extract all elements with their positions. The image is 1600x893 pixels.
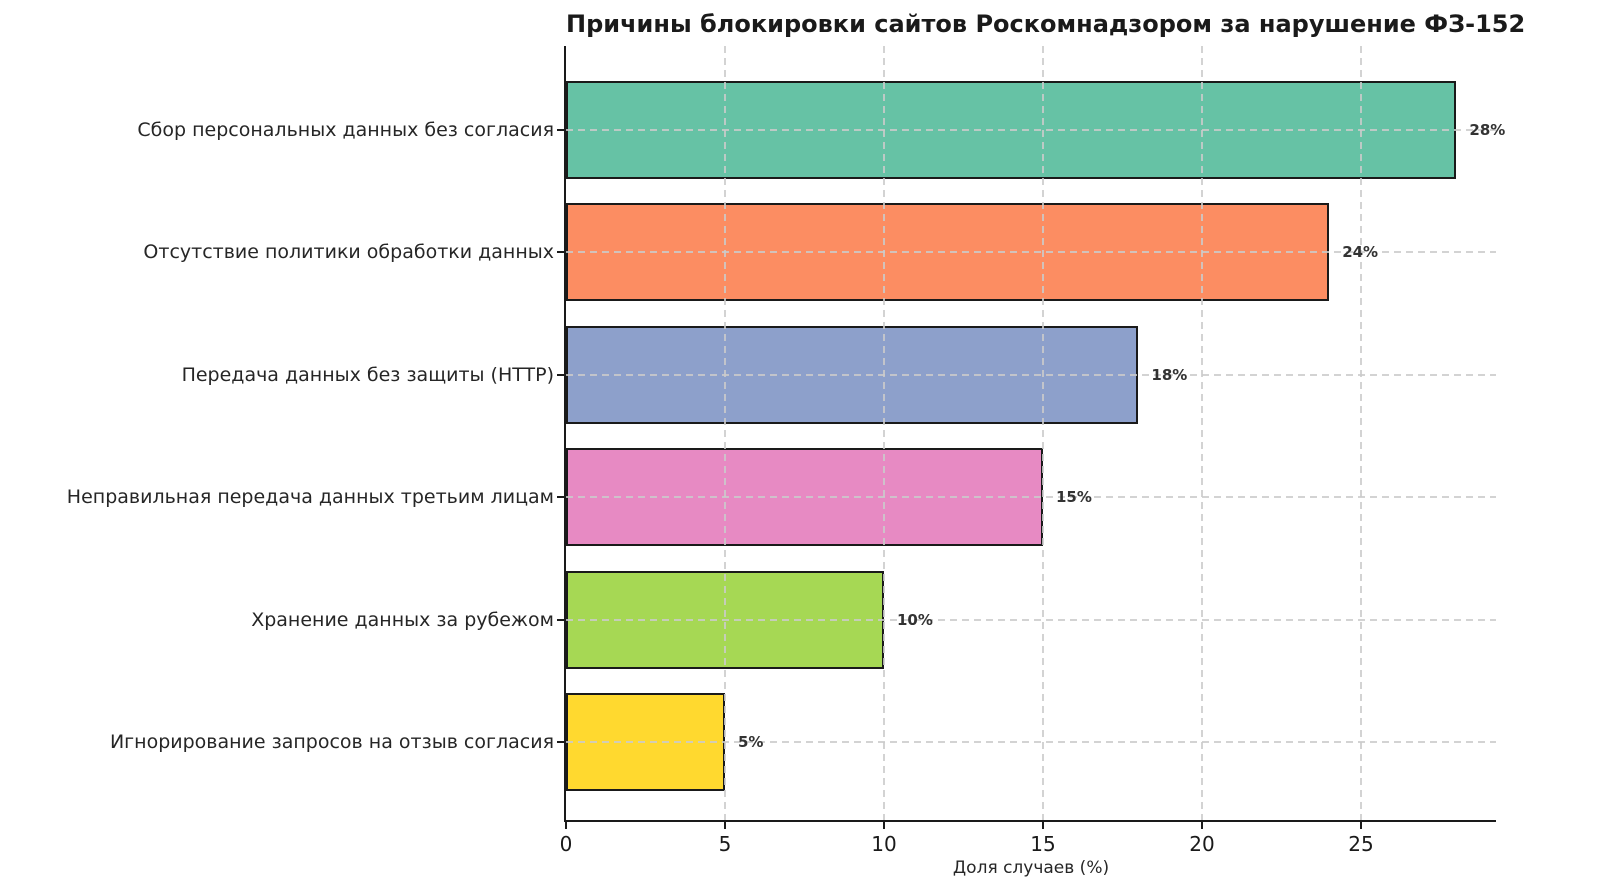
gridline-horizontal <box>566 496 1496 499</box>
category-label: Хранение данных за рубежом <box>251 608 554 631</box>
y-tick-mark <box>557 373 566 376</box>
gridline-vertical <box>1360 46 1362 820</box>
gridline-horizontal <box>566 618 1496 621</box>
x-tick-label: 20 <box>1189 832 1215 856</box>
y-tick-mark <box>557 496 566 499</box>
x-tick-label: 10 <box>871 832 897 856</box>
value-label: 10% <box>897 610 933 629</box>
x-tick-label: 0 <box>559 832 573 856</box>
y-tick-mark <box>557 618 566 621</box>
gridline-horizontal <box>566 129 1496 131</box>
x-axis-label: Доля случаев (%) <box>952 858 1110 878</box>
gridline-horizontal <box>566 251 1496 254</box>
x-tick-mark <box>1360 820 1362 829</box>
gridline-vertical <box>724 46 726 820</box>
chart-title: Причины блокировки сайтов Роскомнадзором… <box>566 10 1526 38</box>
gridline-vertical <box>1201 46 1203 820</box>
y-tick-mark <box>557 251 566 254</box>
gridline-horizontal <box>566 373 1496 376</box>
x-axis-line <box>564 820 1496 822</box>
x-tick-mark <box>883 820 885 829</box>
category-label: Игнорирование запросов на отзыв согласия <box>109 731 554 753</box>
category-label: Сбор персональных данных без согласия <box>137 119 554 141</box>
value-label: 5% <box>738 733 764 751</box>
x-tick-mark <box>1042 820 1044 829</box>
gridline-horizontal <box>566 741 1496 743</box>
x-tick-mark <box>724 820 726 829</box>
value-label: 15% <box>1056 488 1092 507</box>
x-tick-label: 15 <box>1030 832 1056 856</box>
value-label: 28% <box>1469 121 1506 139</box>
y-axis-line <box>564 46 566 822</box>
y-tick-mark <box>557 741 566 743</box>
x-tick-label: 5 <box>718 832 732 856</box>
gridline-vertical <box>1042 46 1044 820</box>
value-label: 18% <box>1151 365 1188 384</box>
x-tick-label: 25 <box>1348 832 1374 856</box>
x-tick-mark <box>1201 820 1203 829</box>
category-label: Отсутствие политики обработки данных <box>143 241 554 264</box>
x-tick-mark <box>565 820 567 829</box>
y-tick-mark <box>557 129 566 131</box>
gridline-vertical <box>883 46 885 820</box>
category-label: Передача данных без защиты (HTTP) <box>181 363 554 386</box>
category-label: Неправильная передача данных третьим лиц… <box>66 486 554 509</box>
value-label: 24% <box>1342 243 1379 262</box>
